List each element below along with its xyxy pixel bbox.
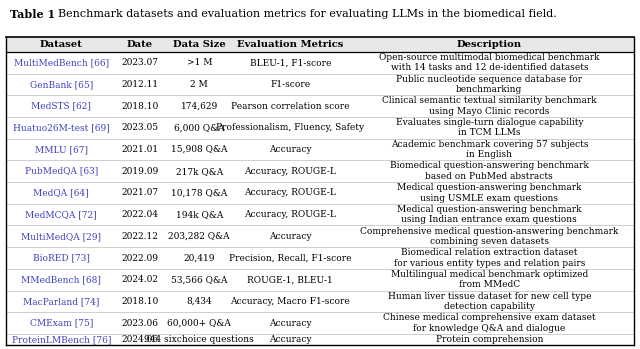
Text: 2024.02: 2024.02: [121, 275, 158, 284]
Text: F1-score: F1-score: [270, 80, 310, 89]
Text: BioRED [73]: BioRED [73]: [33, 253, 90, 262]
Text: Accuracy: Accuracy: [269, 232, 312, 241]
Text: 2018.10: 2018.10: [121, 102, 158, 111]
Text: Comprehensive medical question-answering benchmark
combining seven datasets: Comprehensive medical question-answering…: [360, 227, 618, 246]
Text: MedSTS [62]: MedSTS [62]: [31, 102, 92, 111]
Text: Precision, Recall, F1-score: Precision, Recall, F1-score: [229, 253, 351, 262]
Text: Human liver tissue dataset for new cell type
detection capability: Human liver tissue dataset for new cell …: [388, 292, 591, 311]
Text: Accuracy: Accuracy: [269, 145, 312, 154]
Bar: [6, 37, 634, 52]
Text: ROUGE-1, BLEU-1: ROUGE-1, BLEU-1: [247, 275, 333, 284]
Text: 2021.01: 2021.01: [121, 145, 158, 154]
Text: 53,566 Q&A: 53,566 Q&A: [171, 275, 227, 284]
Text: PubMedQA [63]: PubMedQA [63]: [25, 167, 98, 176]
Text: Multilingual medical benchmark optimized
from MMedC: Multilingual medical benchmark optimized…: [390, 270, 588, 289]
Text: 2018.10: 2018.10: [121, 297, 158, 306]
Text: Data Size: Data Size: [173, 40, 226, 49]
Text: Date: Date: [127, 40, 153, 49]
Text: CMExam [75]: CMExam [75]: [29, 319, 93, 328]
Text: Accuracy, ROUGE-L: Accuracy, ROUGE-L: [244, 167, 336, 176]
Text: 2024.06: 2024.06: [121, 335, 158, 344]
Text: Clinical semantic textual similarity benchmark
using Mayo Clinic records: Clinical semantic textual similarity ben…: [382, 96, 596, 116]
Text: Medical question-answering benchmark
using USMLE exam questions: Medical question-answering benchmark usi…: [397, 183, 582, 203]
Text: 2023.06: 2023.06: [121, 319, 158, 328]
Text: Protein comprehension: Protein comprehension: [436, 335, 543, 344]
Text: 2022.12: 2022.12: [121, 232, 158, 241]
Text: Public nucleotide sequence database for
benchmarking: Public nucleotide sequence database for …: [396, 75, 582, 94]
Text: Academic benchmark covering 57 subjects
in English: Academic benchmark covering 57 subjects …: [390, 140, 588, 159]
Text: MMLU [67]: MMLU [67]: [35, 145, 88, 154]
Text: 20,419: 20,419: [184, 253, 215, 262]
Text: 8,434: 8,434: [186, 297, 212, 306]
Text: Chinese medical comprehensive exam dataset
for knowledge Q&A and dialogue: Chinese medical comprehensive exam datas…: [383, 313, 596, 333]
Text: Dataset: Dataset: [40, 40, 83, 49]
Text: Accuracy, ROUGE-L: Accuracy, ROUGE-L: [244, 188, 336, 198]
Text: Biomedical question-answering benchmark
based on PubMed abstracts: Biomedical question-answering benchmark …: [390, 162, 589, 181]
Text: Pearson correlation score: Pearson correlation score: [231, 102, 349, 111]
Text: MedMCQA [72]: MedMCQA [72]: [26, 210, 97, 219]
Text: Accuracy: Accuracy: [269, 319, 312, 328]
Text: MedQA [64]: MedQA [64]: [33, 188, 89, 198]
Text: GenBank [65]: GenBank [65]: [29, 80, 93, 89]
Text: Evaluates single-turn dialogue capability
in TCM LLMs: Evaluates single-turn dialogue capabilit…: [396, 118, 583, 138]
Text: 217k Q&A: 217k Q&A: [175, 167, 223, 176]
Text: Benchmark datasets and evaluation metrics for evaluating LLMs in the biomedical : Benchmark datasets and evaluation metric…: [51, 9, 557, 19]
Text: Open-source multimodal biomedical benchmark
with 14 tasks and 12 de-identified d: Open-source multimodal biomedical benchm…: [379, 53, 600, 72]
Text: 2019.09: 2019.09: [121, 167, 158, 176]
Text: 174,629: 174,629: [180, 102, 218, 111]
Text: 2023.07: 2023.07: [121, 58, 158, 67]
Text: 2022.09: 2022.09: [121, 253, 158, 262]
Text: 2022.04: 2022.04: [121, 210, 158, 219]
Text: Biomedical relation extraction dataset
for various entity types and relation pai: Biomedical relation extraction dataset f…: [394, 248, 585, 268]
Text: MultiMedQA [29]: MultiMedQA [29]: [21, 232, 101, 241]
Text: Professionalism, Fluency, Safety: Professionalism, Fluency, Safety: [216, 123, 364, 132]
Text: BLEU-1, F1-score: BLEU-1, F1-score: [250, 58, 331, 67]
Text: Description: Description: [457, 40, 522, 49]
Text: MacParland [74]: MacParland [74]: [23, 297, 99, 306]
Text: 60,000+ Q&A: 60,000+ Q&A: [167, 319, 231, 328]
Text: >1 M: >1 M: [186, 58, 212, 67]
Text: Huatuo26M-test [69]: Huatuo26M-test [69]: [13, 123, 109, 132]
Text: 944 sixchoice questions: 944 sixchoice questions: [145, 335, 254, 344]
Text: 2012.11: 2012.11: [121, 80, 158, 89]
Text: 2 M: 2 M: [190, 80, 208, 89]
Text: 2021.07: 2021.07: [121, 188, 158, 198]
Text: Evaluation Metrics: Evaluation Metrics: [237, 40, 344, 49]
Text: ProteinLMBench [76]: ProteinLMBench [76]: [12, 335, 111, 344]
Text: 2023.05: 2023.05: [121, 123, 158, 132]
Text: 203,282 Q&A: 203,282 Q&A: [168, 232, 230, 241]
Text: Accuracy, ROUGE-L: Accuracy, ROUGE-L: [244, 210, 336, 219]
Text: MultiMedBench [66]: MultiMedBench [66]: [13, 58, 109, 67]
Text: Table 1: Table 1: [10, 9, 55, 20]
Text: 10,178 Q&A: 10,178 Q&A: [171, 188, 227, 198]
Text: Accuracy: Accuracy: [269, 335, 312, 344]
Text: 15,908 Q&A: 15,908 Q&A: [171, 145, 227, 154]
Text: Medical question-answering benchmark
using Indian entrance exam questions: Medical question-answering benchmark usi…: [397, 205, 582, 224]
Text: 6,000 Q&A: 6,000 Q&A: [174, 123, 225, 132]
Text: Accuracy, Macro F1-score: Accuracy, Macro F1-score: [230, 297, 350, 306]
Text: MMedBench [68]: MMedBench [68]: [21, 275, 101, 284]
Text: 194k Q&A: 194k Q&A: [175, 210, 223, 219]
